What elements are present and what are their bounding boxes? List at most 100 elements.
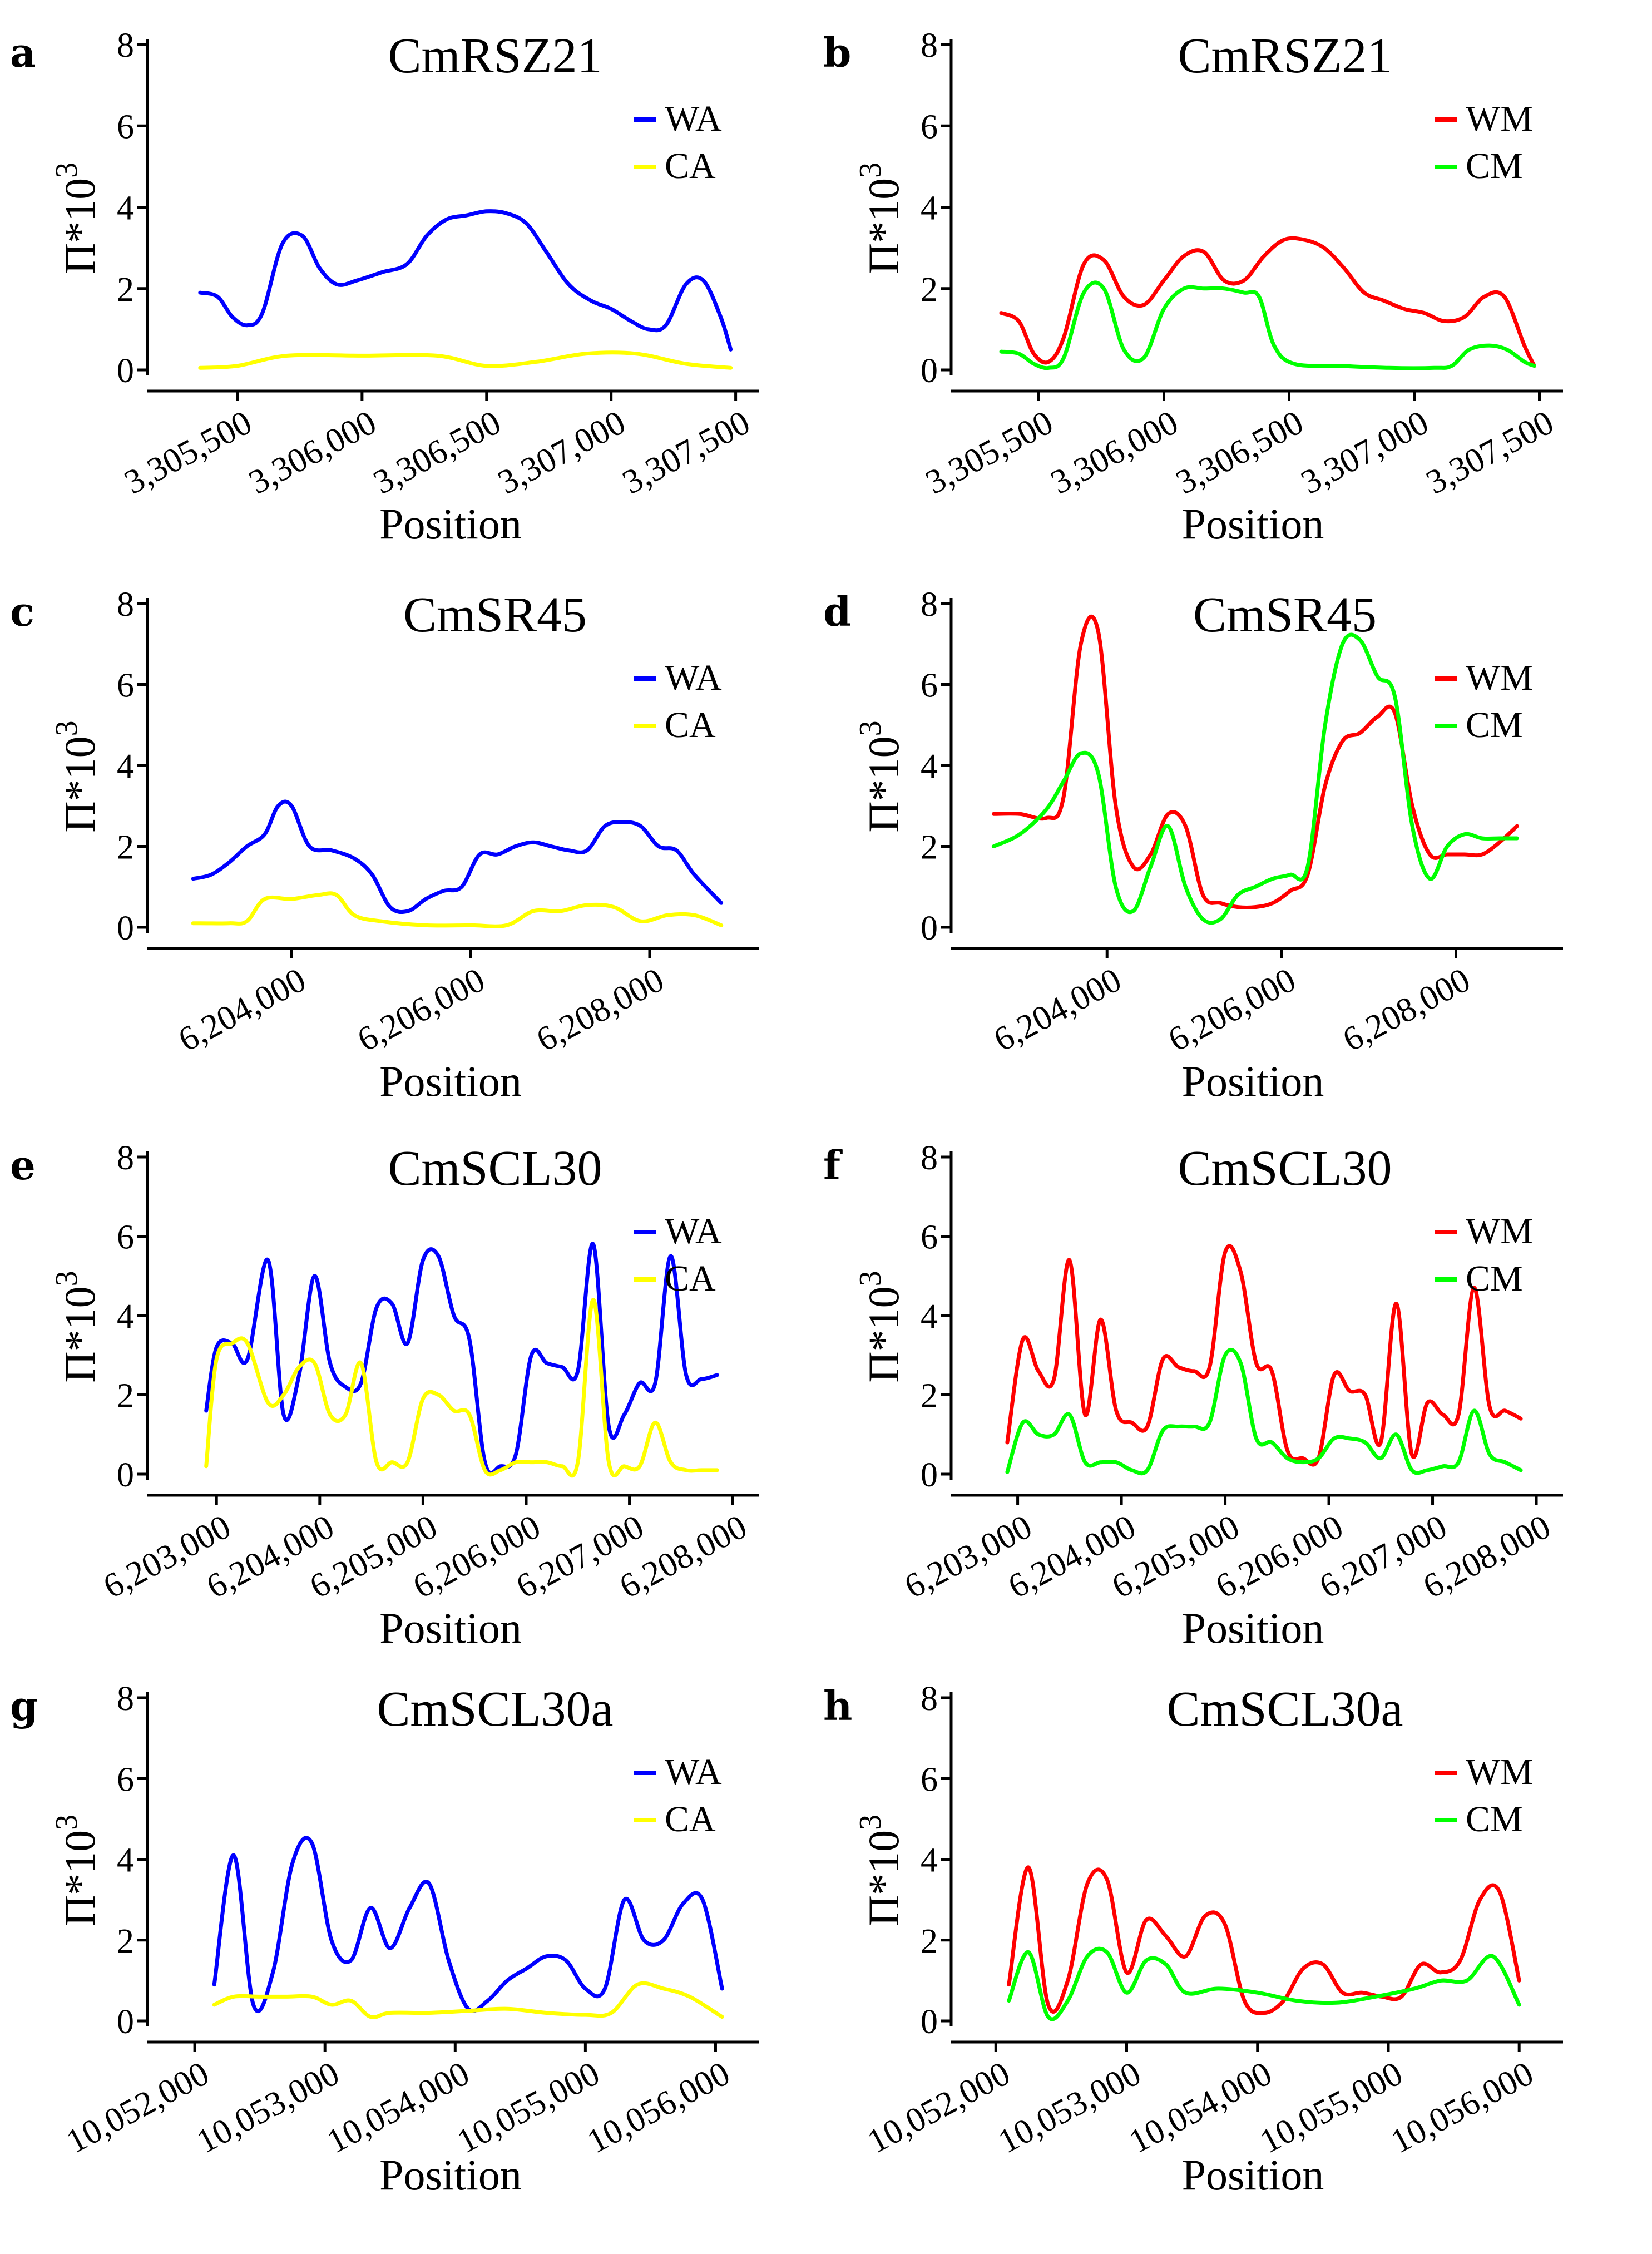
y-axis-title: Π*103 xyxy=(853,1815,908,1926)
x-tick-label: 3,305,500 xyxy=(118,403,258,501)
chart-title: CmRSZ21 xyxy=(1178,28,1392,83)
legend-label-wa: WA xyxy=(665,1211,722,1252)
y-tick-label: 6 xyxy=(117,108,134,146)
y-tick-label: 0 xyxy=(921,352,938,390)
y-tick-label: 6 xyxy=(117,1761,134,1798)
panel-a: a CmRSZ2102468Π*1033,305,5003,306,0003,30… xyxy=(10,27,759,548)
y-tick-label: 6 xyxy=(117,1219,134,1257)
y-tick-label: 2 xyxy=(921,1922,938,1960)
panel-g: g CmSCL30a02468Π*10310,052,00010,053,0001… xyxy=(10,1680,759,2199)
y-axis-title: Π*103 xyxy=(853,1271,908,1382)
y-tick-label: 4 xyxy=(921,1842,938,1880)
chart-title: CmSCL30 xyxy=(1178,1141,1392,1196)
y-axis-title-text: Π*10 xyxy=(56,1830,104,1926)
x-tick-label: 6,206,000 xyxy=(352,961,491,1059)
panel-letter: f xyxy=(823,1141,843,1189)
legend-label-ca: CA xyxy=(665,146,716,186)
y-tick-label: 8 xyxy=(117,1680,134,1718)
x-tick-label: 10,052,000 xyxy=(862,2054,1016,2161)
x-tick-label: 6,208,000 xyxy=(1337,961,1476,1059)
y-tick-label: 0 xyxy=(117,2003,134,2041)
y-axis-title-superscript: 3 xyxy=(50,162,84,178)
x-axis-title: Position xyxy=(379,2151,522,2199)
y-tick-label: 4 xyxy=(117,1298,134,1336)
panel-f: f CmSCL3002468Π*1036,203,0006,204,0006,20… xyxy=(823,1139,1563,1652)
series-line-wa xyxy=(212,1836,724,2014)
panel-b: b CmRSZ2102468Π*1033,305,5003,306,0003,30… xyxy=(823,27,1563,548)
x-tick-label: 10,055,000 xyxy=(1254,2054,1408,2161)
series-line-cm xyxy=(1005,1347,1523,1476)
series-line-wm xyxy=(1005,1244,1523,1467)
y-tick-label: 6 xyxy=(921,108,938,146)
y-tick-label: 2 xyxy=(117,829,134,867)
y-tick-label: 6 xyxy=(117,667,134,705)
y-tick-label: 8 xyxy=(921,586,938,624)
y-tick-label: 4 xyxy=(921,748,938,785)
y-axis-title-text: Π*10 xyxy=(859,736,908,832)
x-tick-label: 10,053,000 xyxy=(992,2054,1147,2161)
y-axis-title-text: Π*10 xyxy=(56,1286,104,1382)
y-tick-label: 6 xyxy=(921,1761,938,1798)
x-tick-label: 3,306,500 xyxy=(1170,403,1309,501)
y-tick-label: 2 xyxy=(921,1377,938,1415)
x-tick-label: 3,306,000 xyxy=(1045,403,1184,501)
y-tick-label: 2 xyxy=(117,271,134,309)
x-tick-label: 3,305,500 xyxy=(919,403,1059,501)
y-tick-label: 2 xyxy=(921,829,938,867)
x-tick-label: 6,208,000 xyxy=(531,961,670,1059)
y-axis-title: Π*103 xyxy=(50,162,104,274)
y-axis-title-superscript: 3 xyxy=(853,1271,888,1286)
series-line-wa xyxy=(191,799,724,915)
y-tick-label: 0 xyxy=(117,352,134,390)
y-axis-title-superscript: 3 xyxy=(50,720,84,736)
panel-h: h CmSCL30a02468Π*10310,052,00010,053,0001… xyxy=(823,1680,1563,2199)
series-line-cm xyxy=(991,632,1519,925)
panel-letter: e xyxy=(10,1141,36,1189)
chart-title: CmSCL30a xyxy=(1166,1682,1403,1737)
legend-label-wa: WA xyxy=(665,658,722,698)
legend-label-cm: CM xyxy=(1466,1799,1523,1840)
series-line-wa xyxy=(204,1242,719,1475)
y-axis-title: Π*103 xyxy=(50,1271,104,1382)
series-line-ca xyxy=(191,891,724,928)
y-tick-label: 0 xyxy=(921,1456,938,1494)
y-tick-label: 8 xyxy=(117,27,134,65)
y-axis-title-text: Π*10 xyxy=(859,178,908,274)
series-line-cm xyxy=(999,280,1536,370)
panel-letter: h xyxy=(823,1682,852,1729)
y-tick-label: 8 xyxy=(117,586,134,624)
x-axis-title: Position xyxy=(379,500,522,548)
legend-label-cm: CM xyxy=(1466,705,1523,745)
y-axis-title-superscript: 3 xyxy=(50,1815,84,1830)
chart-title: CmSR45 xyxy=(1193,587,1377,642)
y-tick-label: 6 xyxy=(921,1219,938,1257)
series-line-wm xyxy=(1007,1865,1521,2015)
y-tick-label: 4 xyxy=(117,748,134,785)
x-axis-title: Position xyxy=(1182,500,1324,548)
panel-letter: d xyxy=(823,588,851,635)
x-tick-label: 3,306,000 xyxy=(243,403,383,501)
x-tick-label: 10,056,000 xyxy=(1384,2054,1539,2161)
y-axis-title: Π*103 xyxy=(50,1815,104,1926)
y-tick-label: 0 xyxy=(117,909,134,947)
y-axis-title-superscript: 3 xyxy=(853,720,888,736)
chart-title: CmSCL30 xyxy=(388,1141,602,1196)
chart-title: CmRSZ21 xyxy=(388,28,602,83)
legend-label-cm: CM xyxy=(1466,1258,1523,1299)
y-tick-label: 4 xyxy=(117,1842,134,1880)
panel-c: c CmSR45 0 2 4 6 8 Π*103 6,204,000 6,206,000 6,208… xyxy=(10,586,759,1105)
x-tick-label: 3,307,000 xyxy=(492,403,631,501)
series-line-ca xyxy=(198,350,733,370)
panel-letter: b xyxy=(823,29,851,76)
y-axis-title-text: Π*10 xyxy=(859,1830,908,1926)
y-axis-title-superscript: 3 xyxy=(853,162,888,178)
x-tick-label: 10,056,000 xyxy=(581,2054,736,2161)
panel-letter: a xyxy=(10,29,36,76)
legend-label-wm: WM xyxy=(1466,1211,1533,1252)
chart-title: CmSR45 xyxy=(403,587,587,642)
y-tick-label: 8 xyxy=(921,1139,938,1177)
x-tick-label: 3,307,500 xyxy=(616,403,756,501)
legend-label-wa: WA xyxy=(665,98,722,139)
y-axis-title-text: Π*10 xyxy=(859,1286,908,1382)
